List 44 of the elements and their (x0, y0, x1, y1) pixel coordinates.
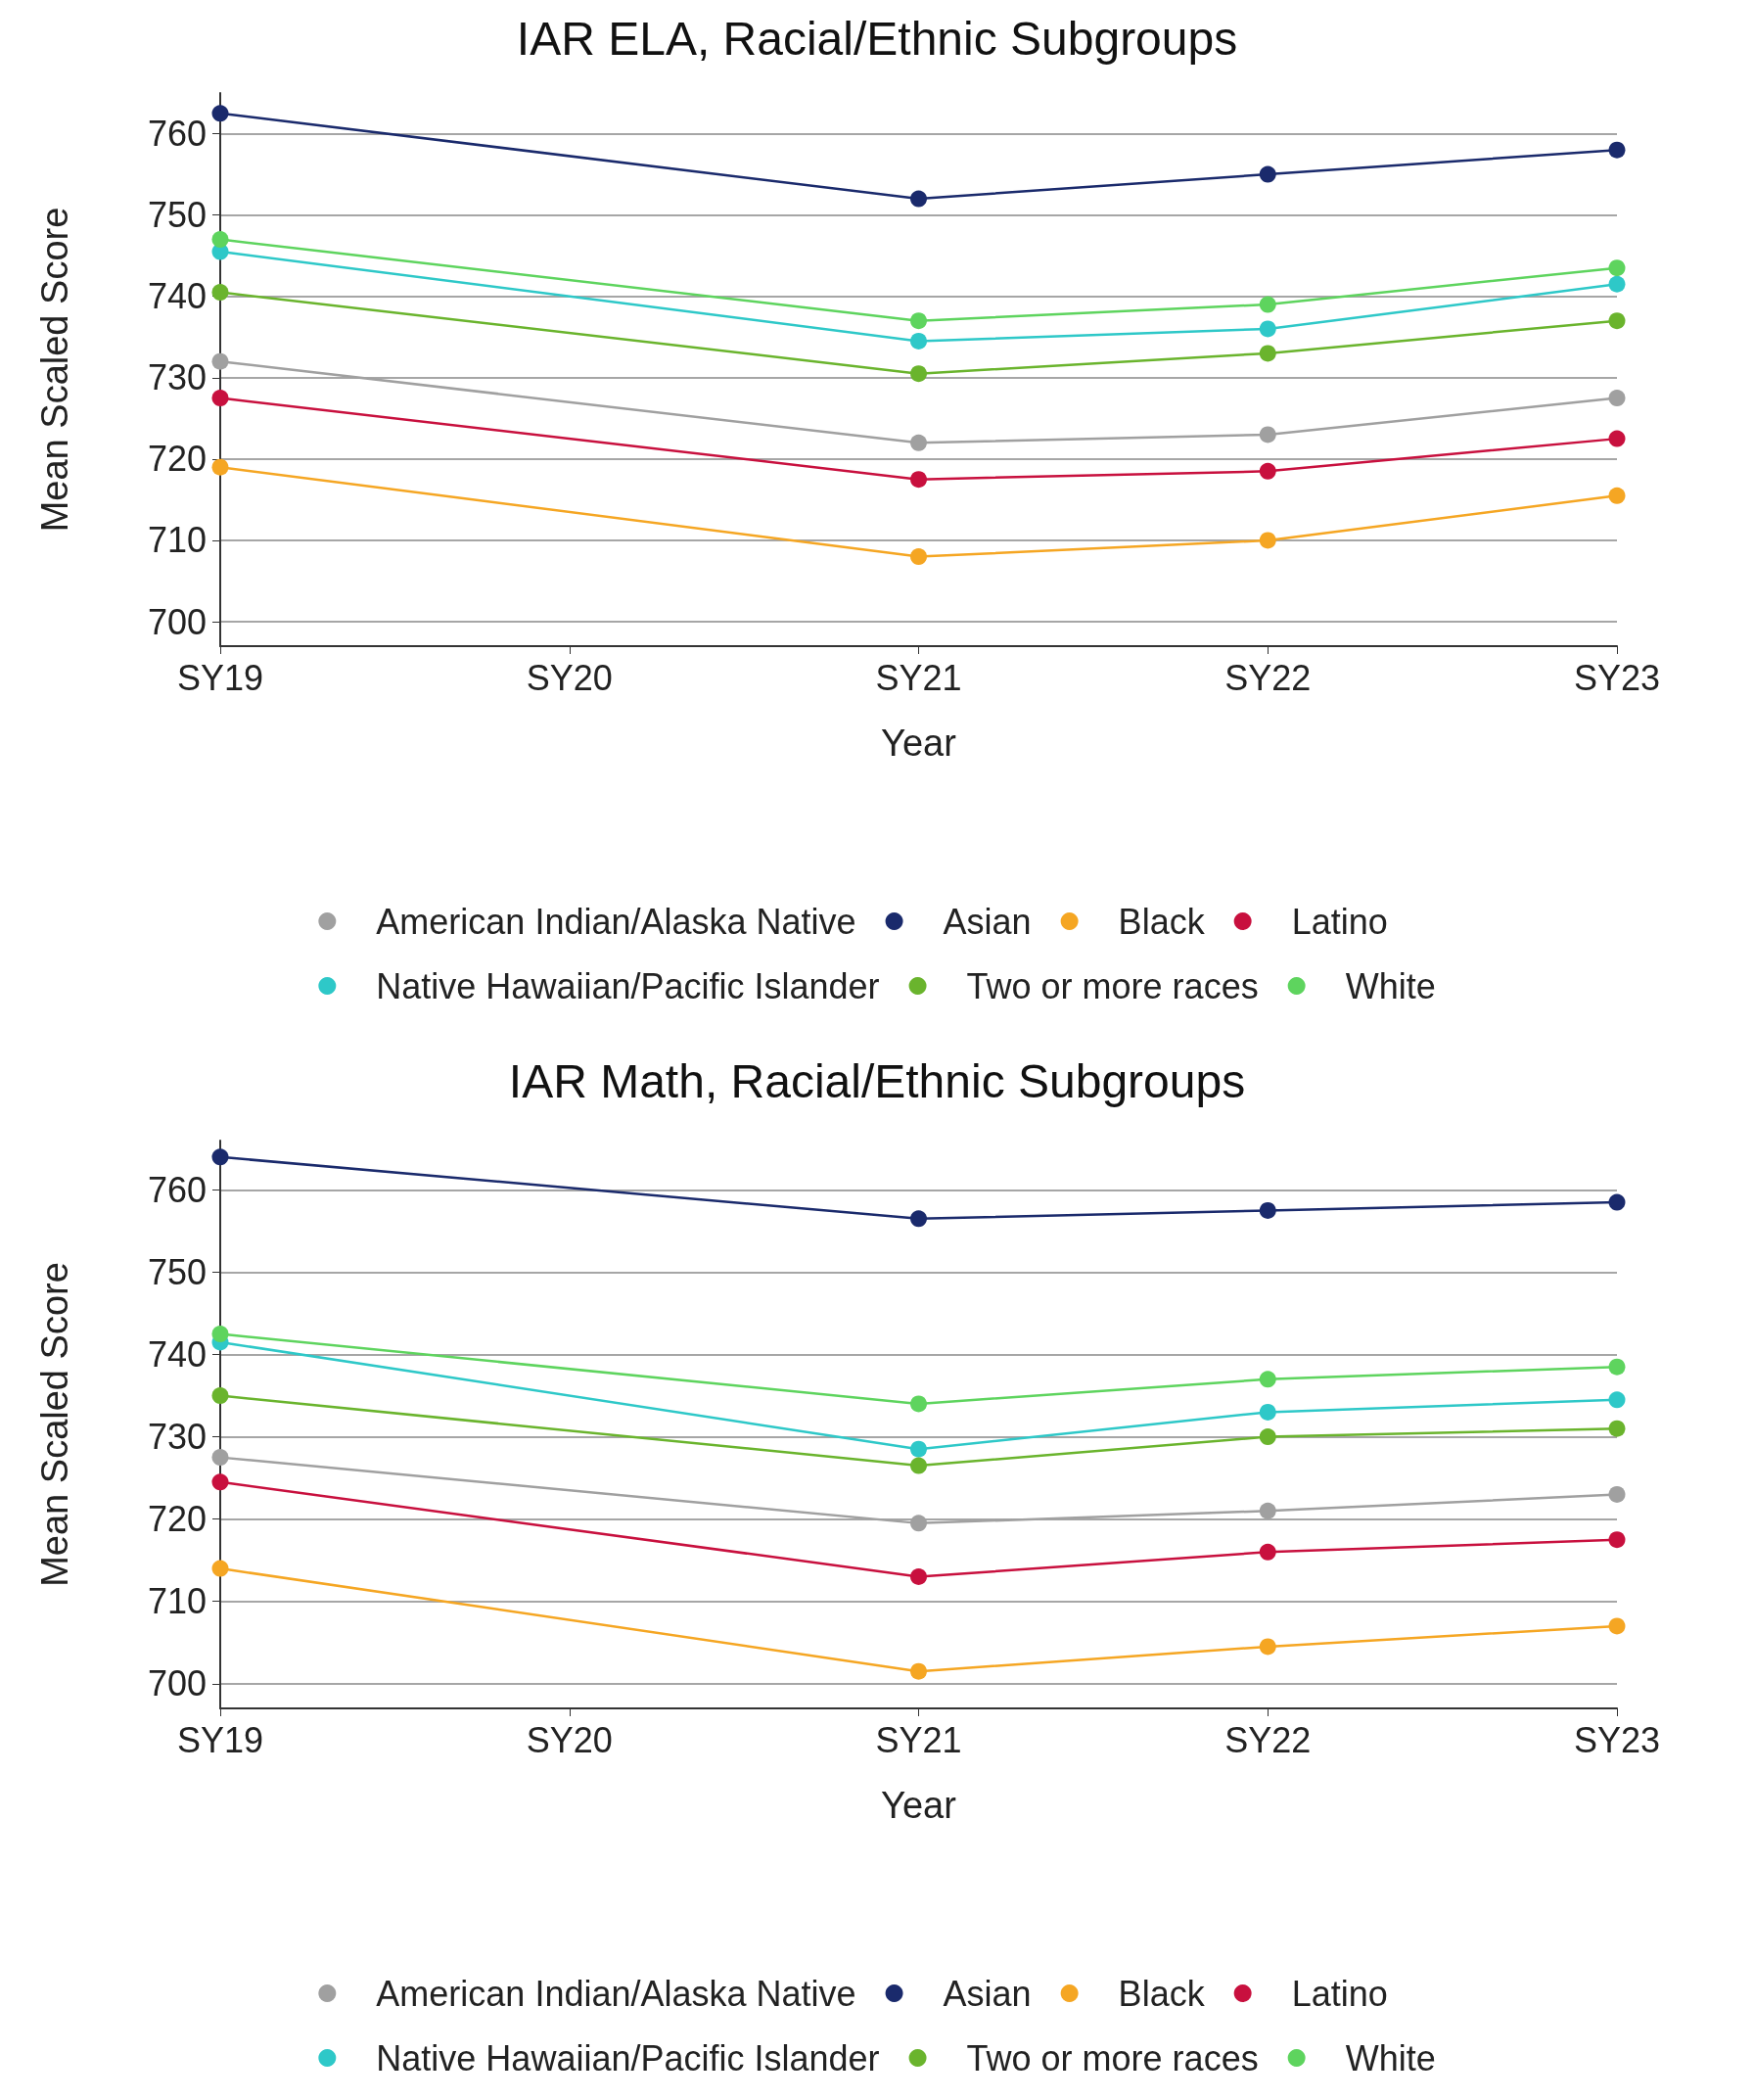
y-tick-label: 720 (147, 1499, 207, 1540)
chart-title: IAR Math, Racial/Ethnic Subgroups (508, 1054, 1246, 1107)
legend-label: Black (1118, 1973, 1206, 2014)
x-axis-title: Year (881, 1785, 957, 1826)
x-tick-label: SY22 (1224, 657, 1312, 698)
y-tick-label: 760 (147, 1169, 207, 1210)
y-tick-label: 750 (147, 1251, 207, 1292)
x-tick-label: SY19 (176, 1719, 264, 1760)
x-tick-label: SY20 (526, 1719, 613, 1760)
y-axis-title: Mean Scaled Score (34, 1262, 75, 1587)
y-tick-label: 710 (147, 1581, 207, 1622)
chart-title: IAR ELA, Racial/Ethnic Subgroups (516, 12, 1238, 65)
legend-label: Black (1118, 901, 1206, 942)
y-tick-label: 740 (147, 1334, 207, 1376)
legend-label: Native Hawaiian/Pacific Islander (376, 2037, 880, 2078)
y-tick-label: 710 (147, 520, 207, 561)
legend-label: Latino (1291, 1973, 1388, 2014)
legend-label: Two or more races (966, 965, 1259, 1006)
y-tick-label: 720 (147, 439, 207, 480)
x-tick-label: SY20 (526, 657, 613, 698)
y-tick-label: 740 (147, 276, 207, 317)
legend-label: White (1345, 965, 1436, 1006)
legend-label: Two or more races (966, 2037, 1259, 2078)
x-tick-label: SY22 (1224, 1719, 1312, 1760)
y-tick-label: 700 (147, 1663, 207, 1704)
y-tick-label: 760 (147, 114, 207, 155)
x-tick-label: SY23 (1573, 657, 1661, 698)
y-tick-label: 700 (147, 601, 207, 642)
legend-label: White (1345, 2037, 1436, 2078)
y-tick-label: 730 (147, 1417, 207, 1458)
legend-label: Asian (943, 1973, 1032, 2014)
legend-label: American Indian/Alaska Native (376, 901, 856, 942)
y-tick-label: 750 (147, 195, 207, 236)
x-tick-label: SY21 (875, 1719, 962, 1760)
x-tick-label: SY19 (176, 657, 264, 698)
y-tick-label: 730 (147, 357, 207, 398)
legend-label: Native Hawaiian/Pacific Islander (376, 965, 880, 1006)
x-tick-label: SY21 (875, 657, 962, 698)
legend-label: Asian (943, 901, 1032, 942)
legend-label: American Indian/Alaska Native (376, 1973, 856, 2014)
legend-label: Latino (1291, 901, 1388, 942)
y-axis-title: Mean Scaled Score (34, 207, 75, 533)
x-tick-label: SY23 (1573, 1719, 1661, 1760)
x-axis-title: Year (881, 723, 957, 764)
